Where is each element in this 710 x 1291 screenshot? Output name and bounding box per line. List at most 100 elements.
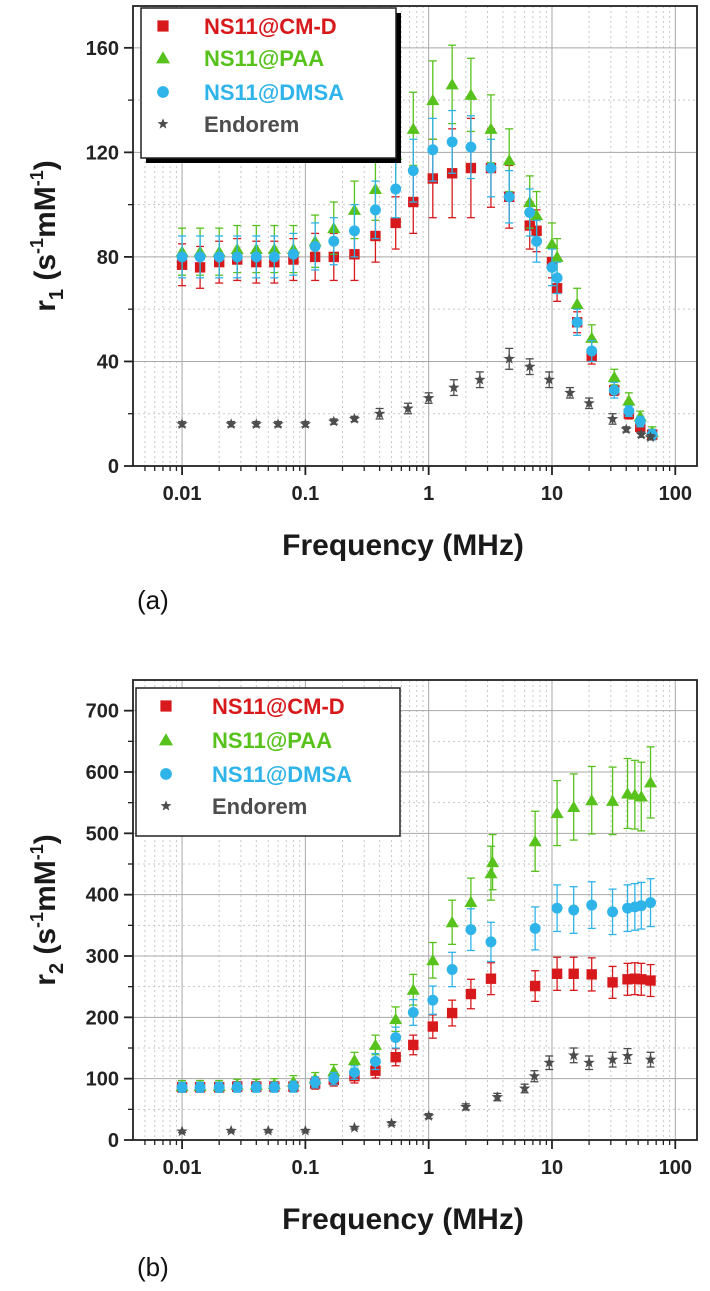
data-point	[347, 1054, 361, 1066]
data-point	[550, 806, 564, 819]
data-point	[571, 316, 583, 328]
data-point	[643, 776, 658, 788]
data-point	[634, 416, 646, 428]
data-point	[622, 974, 633, 985]
data-point	[531, 235, 543, 247]
y-tick-label: 80	[97, 247, 119, 269]
x-tick-label: 10	[541, 483, 563, 505]
data-point	[194, 251, 206, 263]
data-point	[348, 1121, 361, 1133]
data-point	[551, 968, 563, 979]
legend-marker	[158, 733, 174, 746]
data-point	[491, 1091, 503, 1102]
x-tick-label: 10	[541, 1157, 563, 1179]
data-point	[550, 250, 564, 262]
data-point	[524, 207, 536, 218]
data-point	[299, 418, 312, 430]
data-point	[607, 977, 618, 988]
data-point	[484, 866, 498, 879]
x-tick-label: 0.1	[291, 1157, 319, 1179]
legend-box	[140, 7, 397, 159]
y-tick-label: 400	[86, 885, 119, 907]
data-point	[606, 412, 619, 424]
data-point	[299, 1124, 312, 1136]
y-tick-label: 500	[86, 823, 119, 845]
data-point	[402, 402, 414, 414]
data-point	[645, 975, 656, 986]
data-point	[231, 251, 243, 263]
data-point	[629, 973, 641, 984]
data-point	[407, 1006, 419, 1018]
data-point	[551, 902, 563, 914]
data-point	[622, 394, 636, 406]
data-point	[426, 93, 440, 106]
panel-label: (a)	[137, 585, 169, 615]
data-point	[272, 418, 284, 430]
data-point	[485, 936, 497, 948]
legend-marker	[160, 700, 172, 712]
data-point	[460, 1100, 472, 1112]
data-point	[370, 1065, 381, 1076]
y-tick-label: 160	[86, 38, 119, 60]
data-point	[518, 1082, 531, 1094]
data-point	[445, 916, 459, 928]
legend-marker	[157, 118, 169, 129]
legend-entry: NS11@CM-D	[204, 14, 337, 39]
data-point	[194, 1081, 206, 1093]
x-tick-label: 100	[659, 1157, 692, 1179]
data-point	[446, 964, 458, 975]
data-point	[287, 248, 299, 260]
data-point	[503, 191, 515, 203]
series-endorem	[176, 1047, 657, 1137]
data-point	[408, 1039, 419, 1051]
data-point	[406, 122, 420, 134]
data-point	[546, 261, 558, 273]
legend: NS11@CM-D NS11@PAA NS11@DMSA Endorem	[140, 7, 401, 163]
chart-panel-a: 0.01 0.1 1 10 100 0 40 80 120 160 Frequency (MHz) r…	[27, 5, 698, 615]
data-point	[528, 835, 542, 847]
data-point	[524, 360, 536, 372]
data-point	[583, 397, 595, 409]
data-point	[636, 974, 647, 985]
chart-panel-b: 0.01 0.1 1 10 100 0 100 200 300 400 500 600 700 Frequ…	[27, 679, 698, 1282]
data-point	[621, 1049, 634, 1061]
legend-marker	[157, 20, 169, 32]
legend-entry: NS11@PAA	[204, 46, 324, 71]
data-point	[427, 1021, 438, 1032]
data-point	[586, 899, 598, 911]
legend-entry: NS11@PAA	[212, 728, 332, 753]
data-point	[328, 1073, 340, 1085]
data-point	[328, 235, 340, 247]
data-point	[176, 251, 188, 263]
data-point	[585, 793, 599, 806]
data-point	[348, 225, 360, 237]
data-point	[390, 217, 401, 229]
y-tick-label: 300	[86, 946, 119, 968]
data-point	[464, 895, 478, 908]
data-point	[623, 405, 635, 417]
data-point	[503, 352, 515, 364]
y-tick-label: 600	[86, 762, 119, 784]
data-point	[485, 973, 497, 984]
data-point	[529, 922, 541, 934]
data-point	[586, 969, 597, 980]
data-point	[422, 1110, 435, 1121]
data-point	[485, 162, 497, 174]
data-point	[543, 373, 555, 385]
data-point	[446, 136, 458, 148]
data-point	[213, 1081, 225, 1093]
data-point	[250, 1081, 262, 1093]
data-point	[446, 1007, 458, 1019]
legend-marker	[160, 800, 172, 811]
data-point	[551, 272, 563, 284]
data-point	[390, 1052, 401, 1063]
data-point	[328, 415, 340, 427]
x-axis-title: Frequency (MHz)	[282, 529, 524, 562]
data-point	[567, 800, 581, 812]
data-point	[368, 1038, 382, 1050]
data-point	[486, 855, 500, 868]
data-point	[620, 423, 632, 435]
x-tick-label: 0.01	[163, 1157, 202, 1179]
y-tick-label: 0	[108, 1130, 119, 1152]
legend-box	[135, 687, 401, 837]
